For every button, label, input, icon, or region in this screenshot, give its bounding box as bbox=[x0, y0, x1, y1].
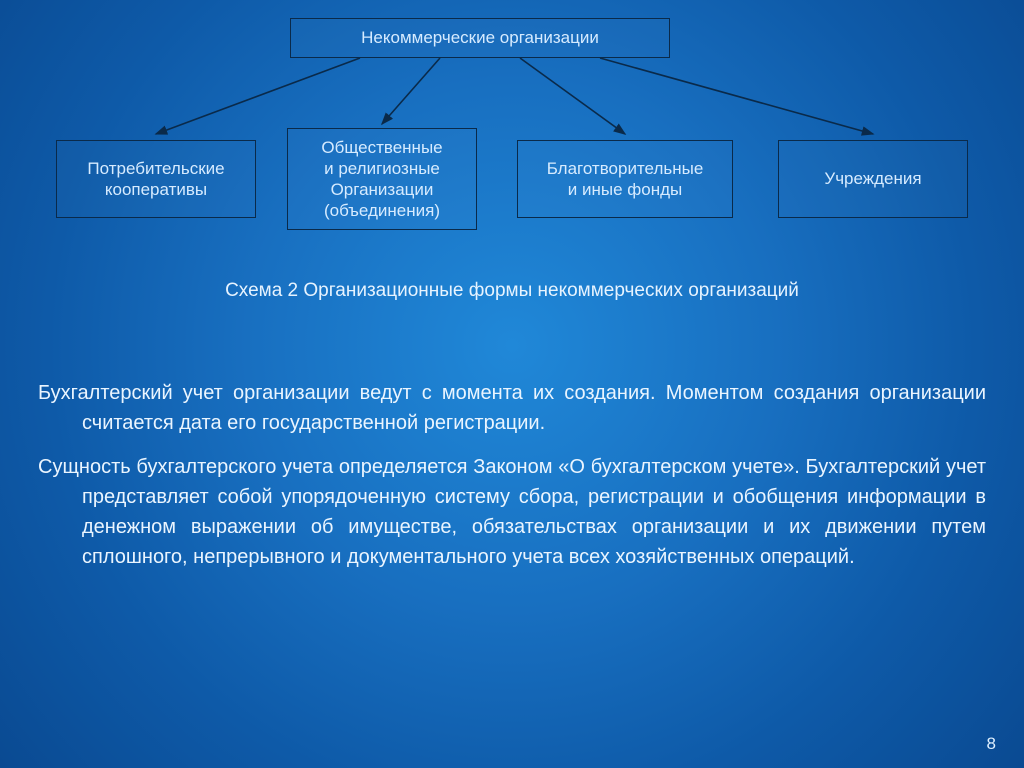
diagram-child-label-0: Потребительскиекооперативы bbox=[87, 158, 224, 201]
diagram-child-label-1: Общественныеи религиозныеОрганизации(объ… bbox=[321, 137, 442, 222]
diagram-child-label-2: Благотворительныеи иные фонды bbox=[547, 158, 704, 201]
diagram-child-box-1: Общественныеи религиозныеОрганизации(объ… bbox=[287, 128, 477, 230]
diagram-child-box-3: Учреждения bbox=[778, 140, 968, 218]
page-number: 8 bbox=[987, 734, 996, 754]
diagram-child-label-3: Учреждения bbox=[824, 168, 921, 189]
diagram-child-box-2: Благотворительныеи иные фонды bbox=[517, 140, 733, 218]
caption-text: Схема 2 Организационные формы некоммерче… bbox=[225, 280, 799, 301]
diagram-root-box: Некоммерческие организации bbox=[290, 18, 670, 58]
diagram-caption: Схема 2 Организационные формы некоммерче… bbox=[0, 280, 1024, 302]
paragraph-0: Бухгалтерский учет организации ведут с м… bbox=[38, 378, 986, 438]
paragraph-1: Сущность бухгалтерского учета определяет… bbox=[38, 452, 986, 572]
diagram-root-label: Некоммерческие организации bbox=[361, 27, 599, 48]
body-text: Бухгалтерский учет организации ведут с м… bbox=[38, 378, 986, 586]
slide: Некоммерческие организации Потребительск… bbox=[0, 0, 1024, 768]
diagram-child-box-0: Потребительскиекооперативы bbox=[56, 140, 256, 218]
